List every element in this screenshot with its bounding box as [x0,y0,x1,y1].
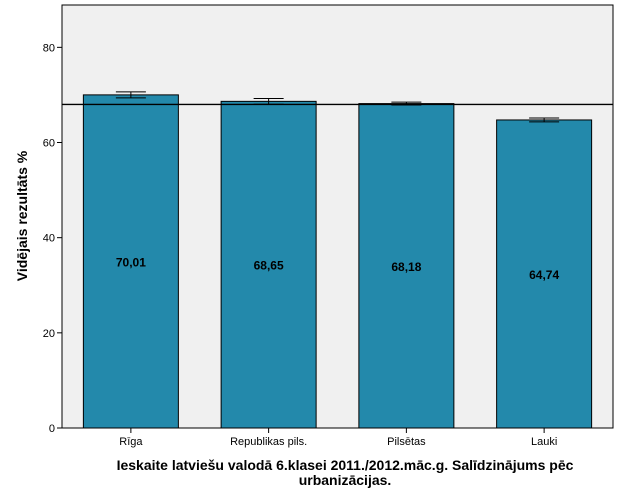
chart-title-line-2: urbanizācijas. [299,472,392,488]
x-tick-label: Lauki [531,436,557,448]
y-tick-label: 40 [43,233,55,245]
chart-title-line-1: Ieskaite latviešu valodā 6.klasei 2011./… [117,457,574,473]
bar [220,100,317,429]
data-label: 70,01 [116,255,146,269]
y-tick-label: 60 [43,138,55,150]
y-tick-label: 80 [43,42,55,54]
bar [82,94,179,429]
y-tick-label: 0 [49,423,55,435]
x-tick-label: Rīga [119,436,143,448]
data-label: 64,74 [529,268,559,282]
data-label: 68,65 [254,259,284,273]
y-tick-label: 20 [43,328,55,340]
y-axis-label: Vidējais rezultāts % [14,150,30,281]
x-tick-label: Republikas pils. [230,436,307,448]
data-label: 68,18 [391,260,421,274]
x-tick-label: Pilsētas [387,436,426,448]
